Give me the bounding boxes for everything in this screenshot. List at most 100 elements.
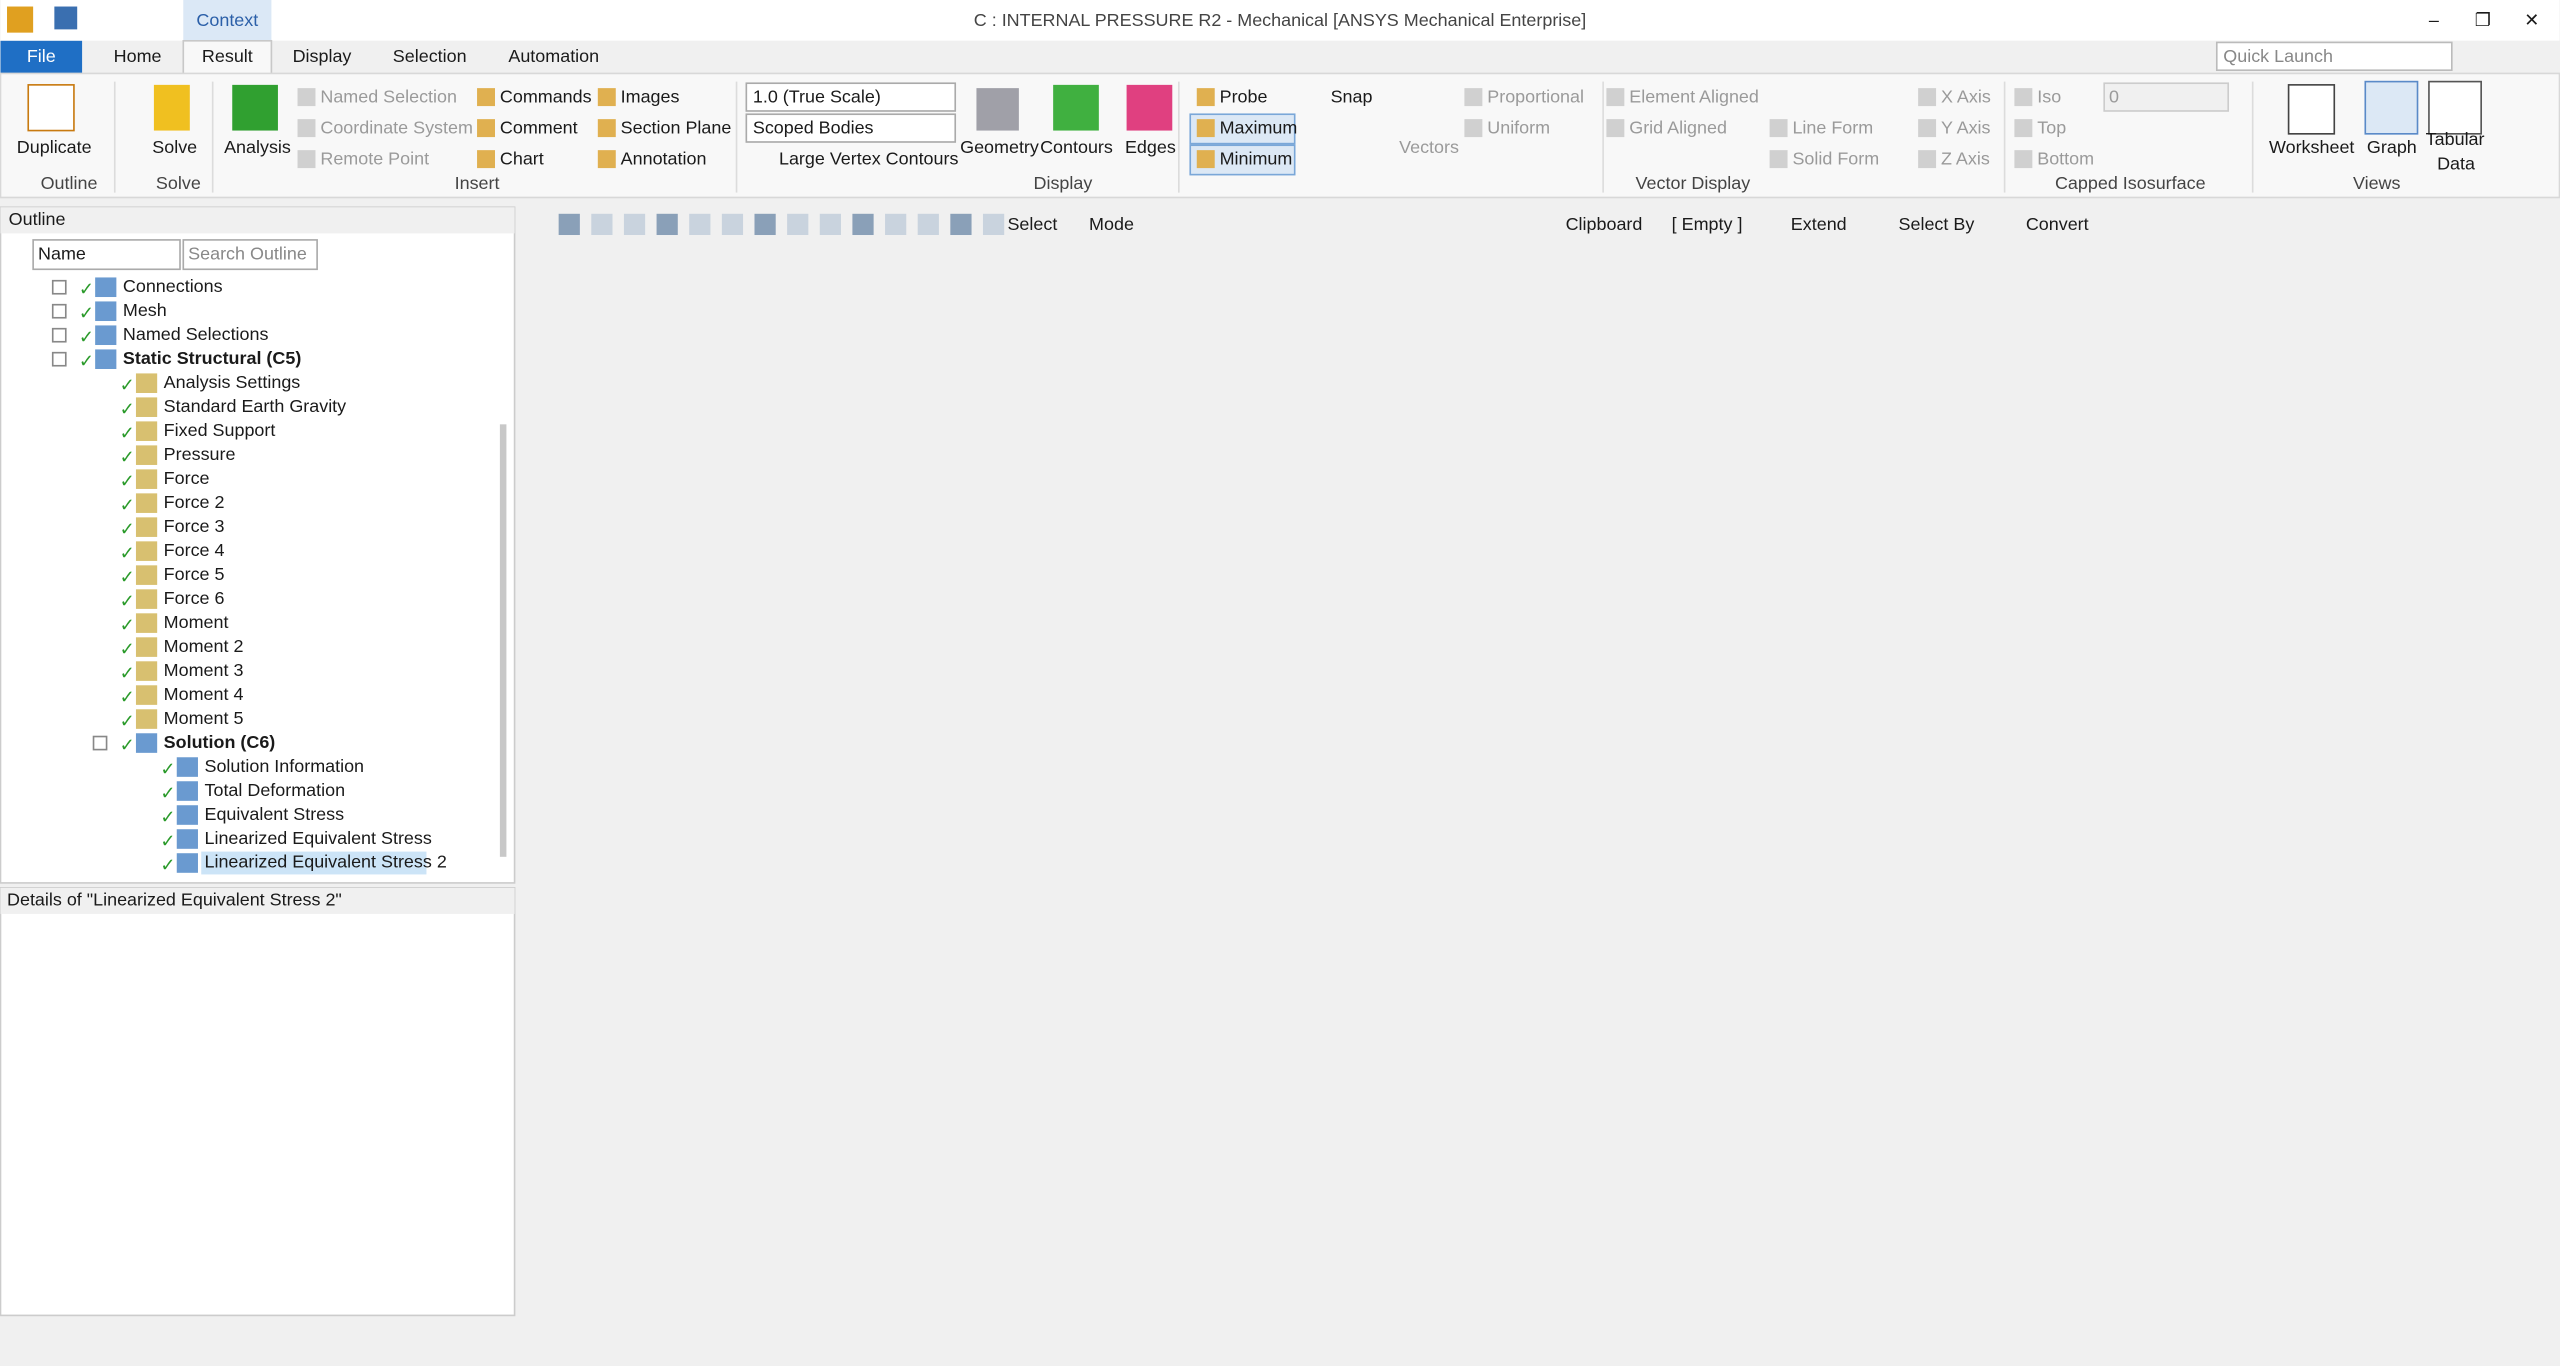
ribbon-button[interactable]: Data [2437, 154, 2475, 174]
ribbon-button[interactable]: Top [2037, 118, 2066, 138]
tree-item[interactable]: Linearized Equivalent Stress [204, 828, 431, 848]
ribbon-button[interactable]: Named Selection [320, 87, 457, 107]
tab[interactable]: Selection [393, 46, 467, 66]
ribbon-button[interactable]: Snap [1331, 87, 1373, 107]
ribbon-button[interactable]: 0 [2109, 87, 2119, 107]
check: ✓ [160, 831, 175, 851]
tree-icon [135, 733, 158, 753]
ribbon-button[interactable]: Probe [1220, 87, 1268, 107]
tree-item[interactable]: Force [164, 468, 210, 488]
tab[interactable]: Display [293, 46, 352, 66]
ribbon-button[interactable]: Annotation [621, 149, 707, 169]
tree-item[interactable]: Fixed Support [164, 420, 276, 440]
tree-item[interactable]: Force 3 [164, 516, 225, 536]
ribbon-group-label: Display [1034, 173, 1093, 193]
ribbon-button[interactable]: X Axis [1941, 87, 1991, 107]
tree-item[interactable]: Analysis Settings [164, 372, 301, 392]
toolbar-button[interactable]: [ Empty ] [1672, 214, 1743, 234]
active-tab [182, 39, 273, 76]
ribbon-button[interactable]: Commands [500, 87, 592, 107]
ribbon-button[interactable]: Remote Point [320, 149, 429, 169]
tab[interactable]: Automation [508, 46, 599, 66]
ribbon-button[interactable]: Maximum [1220, 118, 1298, 138]
iso-value-box [2103, 82, 2230, 112]
ribbon-button[interactable]: Z Axis [1941, 149, 1990, 169]
ribbon-button[interactable]: Analysis [224, 137, 291, 157]
tab[interactable]: Result [202, 46, 253, 66]
ribbon-button[interactable]: Iso [2037, 87, 2061, 107]
toolbar-button[interactable]: Clipboard [1566, 214, 1643, 234]
ribbon-button[interactable]: Y Axis [1941, 118, 1991, 138]
tree-item[interactable]: Equivalent Stress [204, 804, 344, 824]
ribbon-button[interactable]: Chart [500, 149, 544, 169]
ribbon-button[interactable]: Line Form [1792, 118, 1873, 138]
tree-item[interactable]: Force 6 [164, 588, 225, 608]
file-tab[interactable] [0, 40, 83, 74]
toolbar-button[interactable]: Mode [1089, 214, 1134, 234]
ribbon-button[interactable]: Worksheet [2269, 137, 2354, 157]
tab[interactable]: Home [114, 46, 162, 66]
ribbon-button[interactable]: Vectors [1399, 137, 1459, 157]
ribbon-button[interactable]: Solid Form [1792, 149, 1879, 169]
tree-item[interactable]: Moment 5 [164, 708, 244, 728]
tree-item[interactable]: Force 4 [164, 540, 225, 560]
ribbon-button[interactable]: Comment [500, 118, 578, 138]
ribbon-button[interactable]: Graph [2367, 137, 2417, 157]
ribbon-icon [2364, 80, 2419, 135]
ribbon-button[interactable]: Tabular [2426, 129, 2485, 149]
ribbon-button[interactable]: Bottom [2037, 149, 2094, 169]
tree-item[interactable]: Mesh [123, 300, 167, 320]
tree-item[interactable]: Moment 3 [164, 660, 244, 680]
ribbon-button[interactable]: Proportional [1487, 87, 1584, 107]
ribbon-button[interactable]: Edges [1125, 137, 1176, 157]
tree-item[interactable]: Connections [123, 276, 223, 296]
tree-icon [176, 757, 198, 777]
toolbar-button[interactable]: Extend [1791, 214, 1847, 234]
ribbon-button[interactable]: Section Plane [621, 118, 732, 138]
ribbon-button[interactable]: Uniform [1487, 118, 1550, 138]
tree-item[interactable]: Solution (C6) [164, 732, 276, 752]
ribbon-button[interactable]: Images [621, 87, 680, 107]
tree-item[interactable]: Moment [164, 612, 229, 632]
ribbon-button[interactable]: 1.0 (True Scale) [753, 87, 881, 107]
tree-item[interactable]: Static Structural (C5) [123, 348, 301, 368]
tree-item[interactable]: Total Deformation [204, 780, 345, 800]
quick-launch[interactable]: Quick Launch [2223, 46, 2333, 66]
window-control[interactable]: ❐ [2475, 10, 2491, 30]
ribbon-button[interactable]: Grid Aligned [1629, 118, 1727, 138]
ribbon-button[interactable]: Large Vertex Contours [779, 149, 959, 169]
toolbar-icon [917, 213, 939, 236]
tree-item[interactable]: Moment 2 [164, 636, 244, 656]
tree-item[interactable]: Linearized Equivalent Stress 2 [204, 852, 446, 872]
ribbon-group-label: Solve [156, 173, 201, 193]
ribbon-icon [976, 88, 1019, 131]
tree-item[interactable]: Force 5 [164, 564, 225, 584]
toolbar-button[interactable]: Convert [2026, 214, 2089, 234]
tree-icon [135, 517, 158, 537]
ribbon-button[interactable]: Coordinate System [320, 118, 473, 138]
tree-item[interactable]: Moment 4 [164, 684, 244, 704]
tab[interactable]: File [27, 46, 56, 66]
ribbon-button[interactable]: Minimum [1220, 149, 1293, 169]
ribbon-button[interactable]: Contours [1040, 137, 1113, 157]
tree-item[interactable]: Force 2 [164, 492, 225, 512]
ribbon-button[interactable]: Solve [152, 137, 197, 157]
ribbon-button[interactable]: Scoped Bodies [753, 118, 874, 138]
window-control[interactable]: ✕ [2524, 10, 2539, 30]
check: ✓ [120, 735, 135, 755]
tree-item[interactable]: Pressure [164, 444, 236, 464]
ribbon-button[interactable]: Geometry [960, 137, 1039, 157]
window-control[interactable]: – [2429, 10, 2439, 30]
expander [51, 351, 67, 367]
ribbon-button[interactable]: Duplicate [17, 137, 92, 157]
ribbon-button[interactable]: Element Aligned [1629, 87, 1759, 107]
search-outline[interactable]: Search Outline [188, 243, 307, 263]
small-icon [597, 88, 616, 107]
filter-value[interactable]: Name [38, 243, 86, 263]
toolbar-button[interactable]: Select [1007, 214, 1057, 234]
tree-item[interactable]: Standard Earth Gravity [164, 396, 346, 416]
tree-item[interactable]: Solution Information [204, 756, 364, 776]
tree-item[interactable]: Named Selections [123, 324, 269, 344]
toolbar-button[interactable]: Select By [1899, 214, 1975, 234]
